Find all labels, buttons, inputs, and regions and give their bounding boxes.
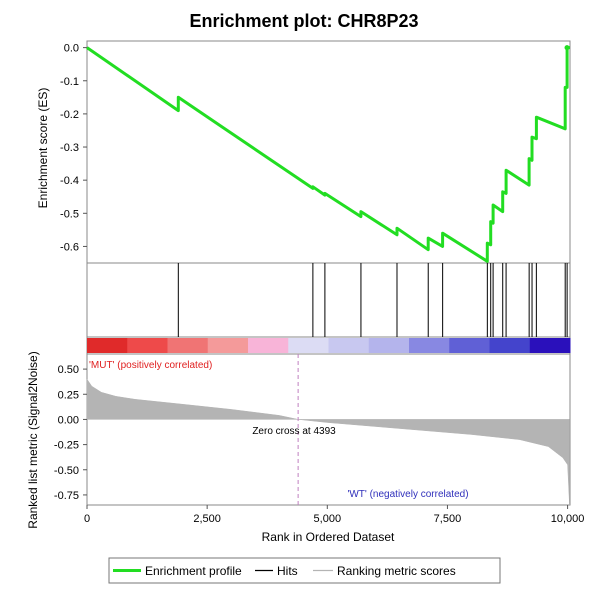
x-tick-label: 7,500 <box>434 513 462 525</box>
legend-label-ranking: Ranking metric scores <box>337 564 456 578</box>
heatmap-segment <box>409 338 450 353</box>
negative-correlation-label: 'WT' (negatively correlated) <box>347 489 468 500</box>
metric-ytick-label: -0.75 <box>54 490 79 502</box>
heatmap-segment <box>368 338 410 353</box>
heatmap-segment <box>288 338 329 353</box>
es-ytick-label: -0.6 <box>60 241 79 253</box>
x-tick-label: 10,000 <box>551 513 585 525</box>
enrichment-profile-end-marker <box>564 45 570 51</box>
es-ytick-label: -0.5 <box>60 208 79 220</box>
chart-title: Enrichment plot: CHR8P23 <box>189 11 418 31</box>
heatmap-segment <box>529 338 571 353</box>
x-tick-label: 5,000 <box>314 513 342 525</box>
heatmap-segment <box>328 338 370 353</box>
es-ytick-label: -0.1 <box>60 76 79 88</box>
metric-ytick-label: 0.50 <box>58 364 79 376</box>
ranking-metric-area <box>86 378 570 506</box>
heatmap-segment <box>248 338 289 353</box>
es-ytick-label: -0.3 <box>60 142 79 154</box>
es-ytick-label: 0.0 <box>64 43 79 55</box>
heatmap-segment <box>207 338 249 353</box>
legend-label-enrichment: Enrichment profile <box>145 564 242 578</box>
heatmap-segment <box>489 338 531 353</box>
positive-correlation-label: 'MUT' (positively correlated) <box>89 360 212 371</box>
x-axis-label: Rank in Ordered Dataset <box>262 530 395 544</box>
es-panel <box>86 40 571 264</box>
heatmap-segment <box>87 338 128 353</box>
legend: Enrichment profile Hits Ranking metric s… <box>108 557 501 584</box>
metric-ytick-label: 0.25 <box>58 389 79 401</box>
es-ytick-label: -0.4 <box>60 175 79 187</box>
es-ytick-label: -0.2 <box>60 109 79 121</box>
es-axis-label: Enrichment score (ES) <box>36 88 50 209</box>
x-tick-label: 0 <box>84 513 90 525</box>
heatmap-segment <box>167 338 209 353</box>
heatmap-segment <box>449 338 490 353</box>
metric-ytick-label: -0.25 <box>54 440 79 452</box>
x-tick-label: 2,500 <box>193 513 221 525</box>
heatmap-segment <box>127 338 168 353</box>
enrichment-profile-line <box>86 46 570 263</box>
legend-box <box>108 557 501 584</box>
hits-panel <box>86 262 571 338</box>
zero-cross-label: Zero cross at 4393 <box>252 426 336 437</box>
metric-axis-label: Ranked list metric (Signal2Noise) <box>26 351 40 528</box>
metric-ytick-label: 0.00 <box>58 414 79 426</box>
legend-label-hits: Hits <box>277 564 298 578</box>
metric-ytick-label: -0.50 <box>54 465 79 477</box>
